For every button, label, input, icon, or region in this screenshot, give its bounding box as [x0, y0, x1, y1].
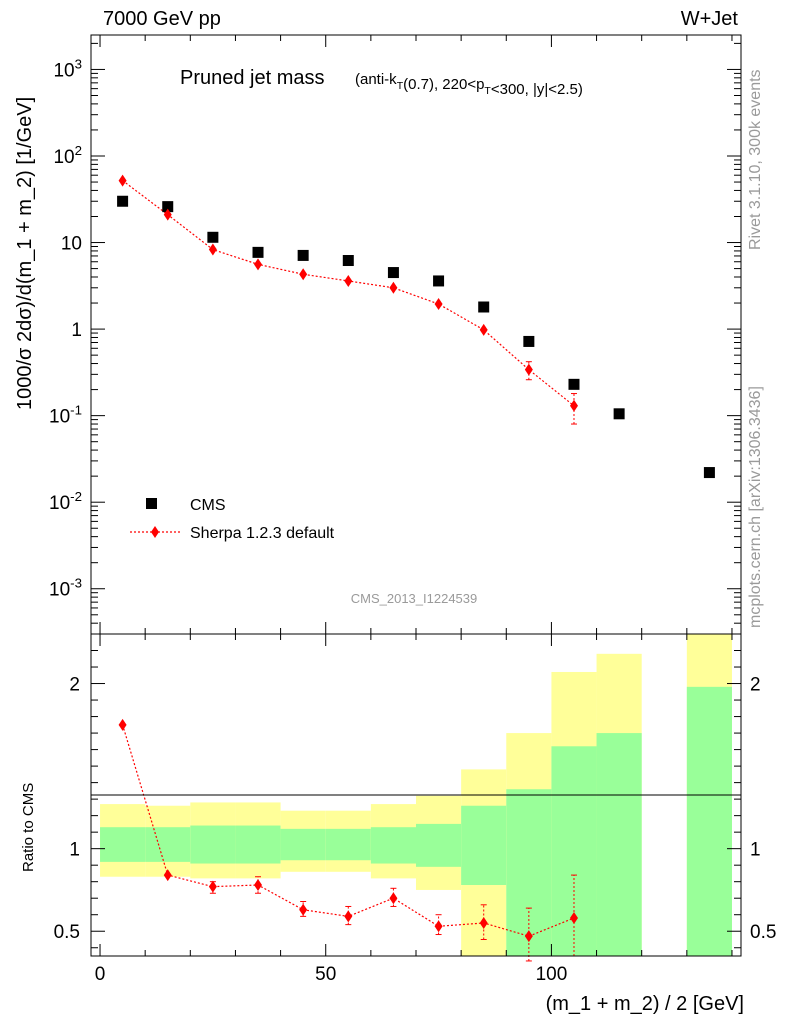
ratio-point [389, 892, 398, 905]
y-tick-label-top: 10 [61, 234, 82, 255]
mc-point [118, 174, 127, 187]
ratio-point [118, 718, 127, 731]
y-tick-label-bottom-right: 0.5 [750, 922, 776, 943]
mc-point [524, 363, 533, 376]
band-inner-11 [596, 733, 642, 956]
y-tick-label-top: 103 [53, 56, 82, 81]
band-inner-3 [235, 825, 281, 864]
plot-subtitle: (anti-kT(0.7), 220<pT<300, |y|<2.5) [355, 71, 583, 98]
ratio-point [569, 912, 578, 925]
cms-point [387, 267, 399, 279]
mc-point [344, 274, 353, 287]
y-tick-label-top: 102 [53, 143, 82, 168]
band-inner-1 [145, 827, 191, 862]
mc-point [389, 281, 398, 294]
legend-label-cms: CMS [190, 497, 226, 514]
band-inner-8 [461, 805, 507, 885]
cms-point [117, 195, 129, 207]
y-tick-label-bottom-right: 1 [750, 840, 761, 861]
ratio-point [434, 920, 443, 933]
mcplots-label: mcplots.cern.ch [arXiv:1306.3436] [747, 386, 764, 628]
legend-marker-cms [146, 498, 157, 509]
ratio-point [163, 869, 172, 882]
cms-point [568, 378, 580, 390]
band-inner-7 [416, 823, 462, 867]
cms-point [613, 408, 625, 420]
band-inner-12 [686, 686, 732, 956]
mc-point [254, 258, 263, 271]
band-inner-4 [280, 828, 326, 861]
cms-point [703, 467, 715, 479]
band-inner-10 [551, 746, 597, 956]
cms-point [207, 231, 219, 243]
ratio-point [254, 878, 263, 891]
ratio-point [344, 910, 353, 923]
x-axis-label: (m_1 + m_2) / 2 [GeV] [546, 993, 744, 1015]
cms-point [523, 335, 535, 347]
band-inner-0 [100, 827, 146, 862]
mc-point [163, 208, 172, 221]
analysis-watermark: CMS_2013_I1224539 [351, 591, 478, 606]
ratio-point [524, 930, 533, 943]
cms-point [252, 246, 264, 258]
mc-point [479, 323, 488, 336]
x-tick-label: 0 [95, 964, 106, 985]
y-tick-label-top: 1 [71, 320, 82, 341]
y-tick-label-bottom-right: 2 [750, 675, 761, 696]
y-axis-label-bottom: Ratio to CMS [20, 782, 37, 872]
ratio-point [299, 903, 308, 916]
mc-line [122, 180, 575, 407]
cms-point [433, 275, 445, 287]
header-right: W+Jet [680, 8, 738, 30]
mc-point [299, 268, 308, 281]
y-tick-label-bottom-left: 0.5 [54, 922, 80, 943]
x-tick-label: 50 [315, 964, 336, 985]
legend-label-mc: Sherpa 1.2.3 default [190, 525, 335, 542]
band-inner-5 [325, 828, 371, 861]
legend-marker-mc [151, 526, 159, 538]
mc-point [208, 243, 217, 256]
top-panel-frame [90, 34, 742, 635]
cms-point [162, 201, 174, 213]
x-tick-label: 100 [536, 964, 568, 985]
ratio-point [479, 916, 488, 929]
band-inner-6 [370, 827, 416, 864]
plot-title: Pruned jet mass [180, 67, 325, 89]
mc-point [434, 297, 443, 310]
legend: CMS Sherpa 1.2.3 default [130, 497, 335, 542]
rivet-label: Rivet 3.1.10, 300k events [747, 69, 764, 250]
y-tick-label-bottom-left: 1 [69, 840, 80, 861]
y-tick-label-top: 10-1 [49, 403, 82, 428]
y-axis-label-top: 1000/σ 2dσ)/d(m_1 + m_2) [1/GeV] [14, 96, 36, 410]
band-inner-2 [190, 825, 236, 864]
cms-point [478, 301, 490, 313]
y-tick-label-bottom-left: 2 [69, 675, 80, 696]
series-marks [117, 174, 715, 943]
y-tick-label-top: 10-3 [49, 576, 82, 601]
axis-ticks: 0 50 100 10-3 10-2 10-1 1 10 102 103 0.5 0.5 1 1 2 2 [49, 35, 776, 985]
cms-point [342, 255, 354, 267]
y-tick-label-top: 10-2 [49, 489, 82, 514]
cms-point [297, 249, 309, 261]
header-left: 7000 GeV pp [103, 8, 221, 30]
ratio-point [208, 880, 217, 893]
mc-point [569, 399, 578, 412]
